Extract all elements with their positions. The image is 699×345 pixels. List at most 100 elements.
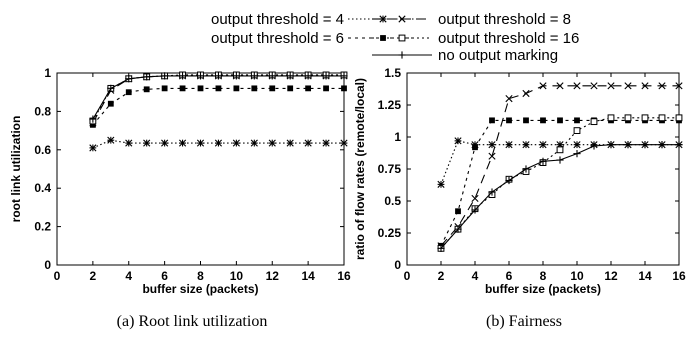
data-point — [488, 188, 496, 196]
data-point — [539, 82, 547, 90]
legend: output threshold = 4 output threshold = 8… — [211, 11, 579, 64]
series-output-threshold-8 — [437, 82, 683, 250]
data-point — [522, 165, 530, 173]
data-point — [286, 72, 294, 80]
data-point — [125, 89, 132, 96]
data-point — [287, 85, 294, 92]
y-tick-label: 1 — [394, 130, 401, 144]
data-point — [607, 82, 615, 90]
series-line — [92, 74, 344, 122]
data-point — [251, 85, 258, 92]
data-point — [590, 82, 598, 90]
data-point — [540, 117, 546, 124]
data-point — [675, 82, 683, 90]
data-point — [232, 72, 240, 80]
data-point — [556, 146, 564, 154]
legend-label: output threshold = 16 — [438, 30, 579, 47]
y-tick-label: 0.2 — [34, 220, 51, 234]
data-point — [305, 85, 312, 92]
legend-marker — [398, 34, 406, 42]
data-point — [471, 194, 479, 203]
series-line — [92, 75, 344, 120]
data-point — [143, 73, 151, 81]
data-point — [658, 141, 666, 149]
data-point — [268, 139, 276, 147]
data-point — [286, 139, 294, 147]
data-point — [506, 117, 512, 124]
y-axis-title: root link utilization — [9, 116, 23, 223]
x-tick-label: 16 — [672, 269, 686, 283]
data-point — [523, 117, 529, 124]
data-point — [437, 244, 445, 252]
series-output-threshold-6 — [438, 117, 682, 249]
data-point — [250, 72, 258, 80]
y-tick-label: 0.8 — [34, 104, 51, 118]
fairness-chart: 0 2 4 6 8 10 12 14 16 0 0.25 0.5 0.75 1 1.25 1.5 buffer … — [353, 66, 686, 296]
caption-utilization: (a) Root link utilization — [116, 313, 268, 330]
data-point — [658, 82, 666, 90]
y-tick-label: 0.75 — [378, 162, 402, 176]
data-point — [107, 100, 114, 107]
utilization-chart: 0 2 4 6 8 10 12 14 16 0 0.2 0.4 0.6 0.8 1 buffer size (… — [9, 66, 351, 296]
data-point — [233, 85, 240, 92]
data-point — [304, 72, 312, 80]
data-point — [574, 117, 580, 124]
legend-label: output threshold = 4 — [211, 11, 344, 28]
data-point — [539, 157, 547, 165]
data-point — [489, 117, 495, 124]
series-line — [440, 85, 679, 247]
legend-entry-output-threshold-6: output threshold = 6 — [211, 30, 418, 47]
data-point — [488, 152, 496, 160]
plot-frame — [56, 72, 345, 266]
data-point — [125, 139, 133, 147]
series-line — [92, 75, 344, 124]
data-point — [658, 114, 666, 122]
data-point — [178, 72, 187, 80]
legend-entry-output-threshold-16: output threshold = 16 — [372, 30, 579, 47]
data-point — [215, 85, 222, 92]
data-point — [197, 85, 204, 92]
data-point — [471, 206, 479, 214]
data-point — [250, 139, 258, 147]
y-tick-label: 1.5 — [384, 66, 401, 80]
x-tick-label: 6 — [506, 269, 513, 283]
x-tick-label: 16 — [337, 269, 351, 283]
data-point — [89, 121, 96, 128]
data-point — [522, 141, 530, 149]
data-point — [556, 156, 564, 164]
y-tick-label: 1 — [44, 66, 51, 80]
data-point — [505, 95, 513, 103]
data-point — [505, 176, 513, 185]
data-point — [161, 139, 169, 147]
data-point — [590, 118, 598, 126]
data-point — [522, 89, 530, 98]
x-tick-label: 12 — [604, 269, 618, 283]
data-point — [107, 84, 115, 92]
data-point — [89, 144, 97, 152]
data-point — [454, 137, 462, 145]
legend-entry-output-threshold-8: output threshold = 8 — [372, 11, 571, 28]
data-point — [323, 85, 329, 92]
data-point — [454, 225, 462, 233]
x-tick-label: 10 — [230, 269, 244, 283]
data-point — [322, 139, 330, 147]
data-point — [341, 85, 347, 92]
data-point — [340, 139, 348, 147]
data-point — [143, 86, 150, 93]
x-tick-label: 0 — [54, 269, 61, 283]
x-tick-label: 4 — [125, 269, 132, 283]
data-point — [573, 141, 581, 149]
data-point — [675, 114, 683, 122]
data-point — [641, 114, 649, 122]
data-point — [107, 136, 115, 144]
data-point — [624, 114, 632, 122]
data-point — [196, 72, 205, 80]
y-tick-label: 0.6 — [34, 143, 51, 157]
data-point — [322, 72, 330, 80]
plot-frame — [406, 72, 680, 266]
data-point — [196, 139, 205, 147]
data-point — [624, 141, 632, 149]
x-tick-label: 12 — [266, 269, 280, 283]
data-point — [607, 114, 615, 122]
